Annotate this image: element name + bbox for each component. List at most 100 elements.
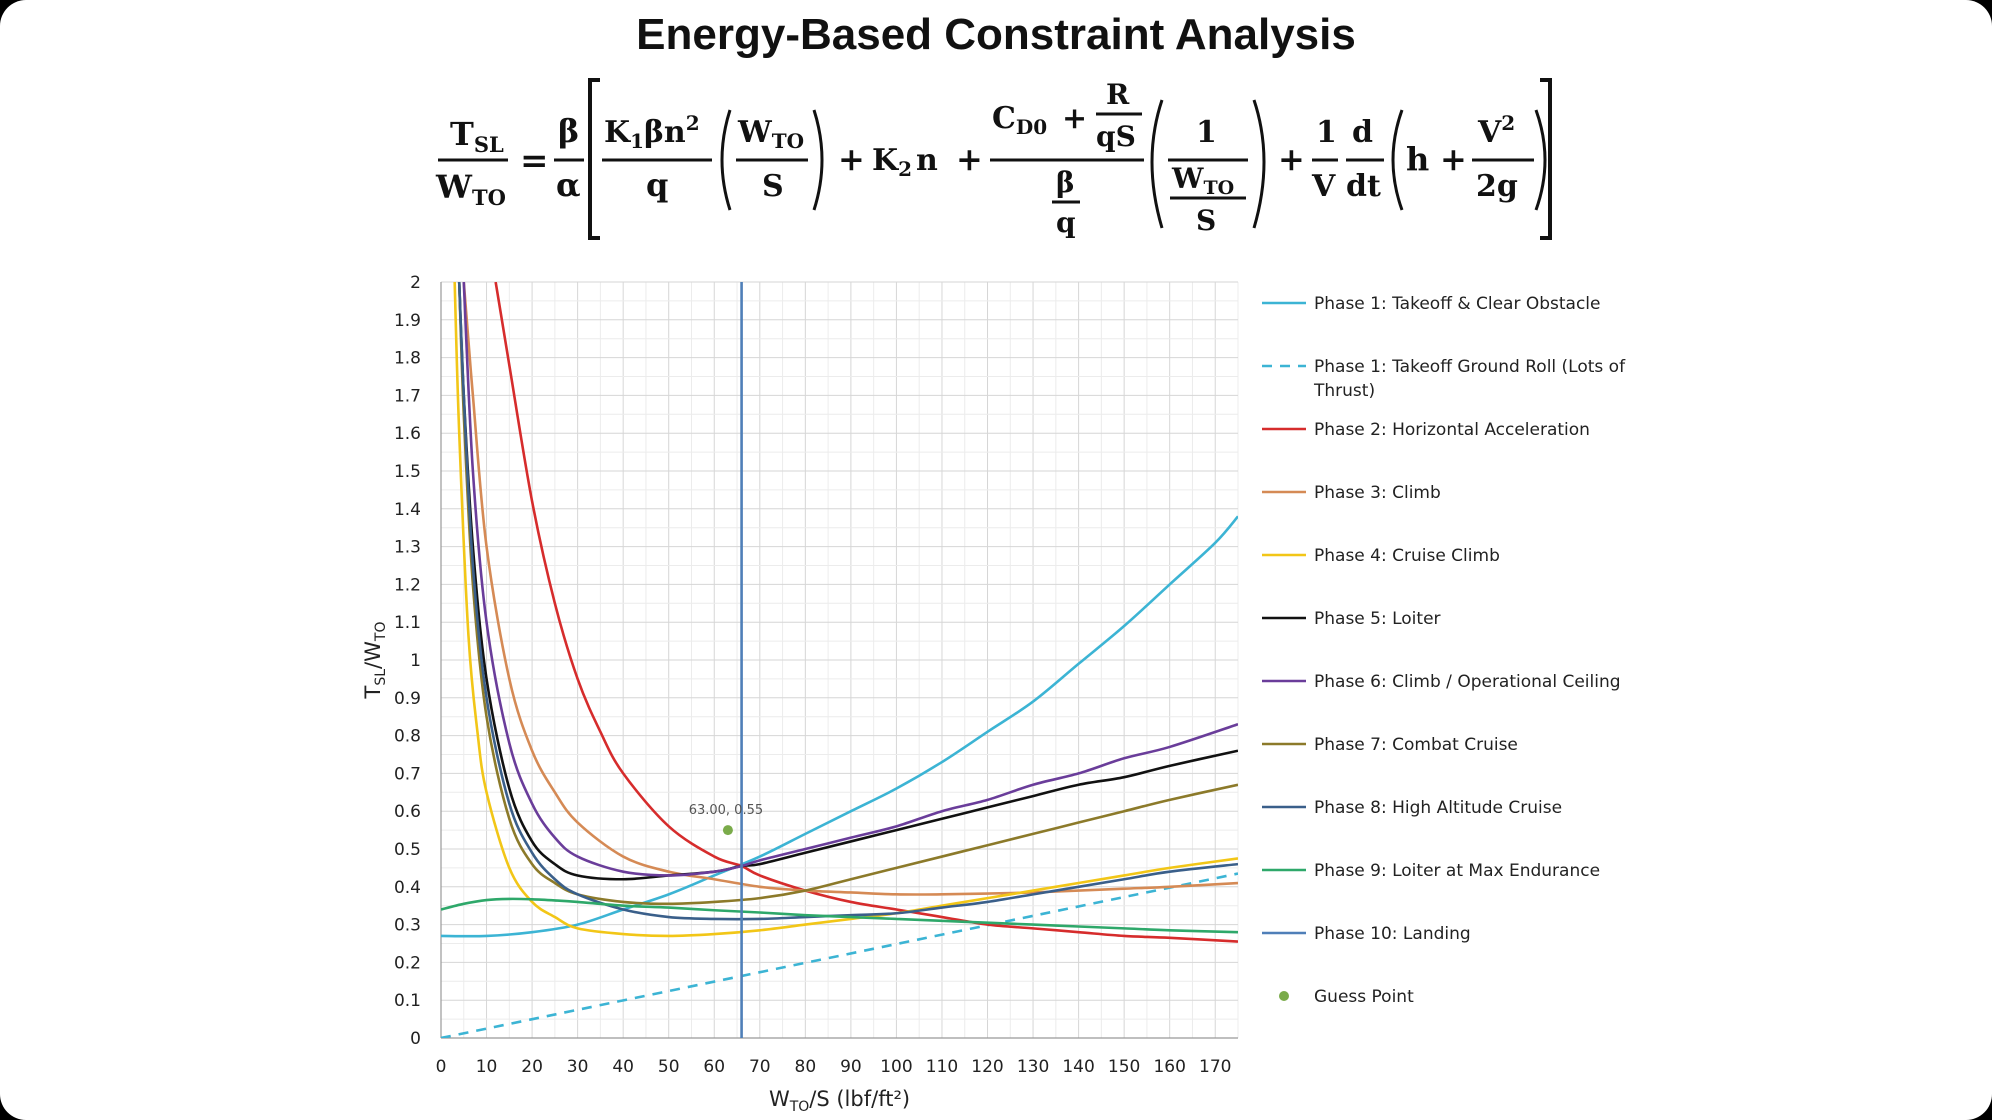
x-tick-label: 170 bbox=[1199, 1057, 1231, 1077]
eq-beta: β bbox=[558, 112, 579, 150]
y-tick-label: 0.3 bbox=[394, 916, 421, 936]
eq-paren-close-1 bbox=[812, 109, 824, 211]
eq-right-bracket bbox=[1540, 78, 1552, 240]
x-tick-label: 160 bbox=[1153, 1057, 1185, 1077]
legend-label-11: Phase 10: Landing bbox=[1314, 924, 1471, 944]
eq-paren-close-3 bbox=[1534, 109, 1547, 211]
x-tick-label: 40 bbox=[612, 1057, 634, 1077]
y-tick-label: 0.8 bbox=[394, 727, 421, 747]
eq-h: h bbox=[1406, 140, 1429, 178]
y-tick-label: 1 bbox=[410, 651, 421, 671]
x-tick-label: 110 bbox=[926, 1057, 958, 1077]
x-tick-label: 120 bbox=[971, 1057, 1003, 1077]
series-line-7 bbox=[462, 282, 1238, 877]
y-tick-label: 0 bbox=[410, 1029, 421, 1049]
series-line-6 bbox=[457, 282, 1238, 881]
x-tick-label: 50 bbox=[658, 1057, 680, 1077]
eq-1v-den: V bbox=[1311, 169, 1336, 204]
series-line-9 bbox=[457, 282, 1238, 921]
series-line-10 bbox=[441, 897, 1238, 934]
y-tick-label: 0.7 bbox=[394, 764, 421, 784]
guess-point-label: 63.00, 0.55 bbox=[689, 803, 763, 818]
eq-lhs-numerator: TSL bbox=[450, 115, 504, 157]
x-tick-label: 90 bbox=[840, 1057, 862, 1077]
y-tick-label: 1.9 bbox=[394, 311, 421, 331]
chart-grid bbox=[440, 281, 1239, 1039]
constraint-equation: TSL WTO = β α K1βn2 q WTO S + K2 n + CD0 … bbox=[435, 78, 1552, 240]
eq-plus-3: + bbox=[1278, 140, 1305, 178]
legend-label-10: Phase 9: Loiter at Max Endurance bbox=[1314, 861, 1600, 881]
chart-series: 63.00, 0.55 bbox=[441, 282, 1238, 1038]
eq-qs: qS bbox=[1096, 120, 1136, 153]
guess-point-marker bbox=[722, 825, 733, 836]
eq-bq-den: q bbox=[1056, 206, 1076, 239]
eq-v2: V2 bbox=[1477, 111, 1515, 150]
y-axis-label: TSL/WTO bbox=[361, 622, 389, 700]
legend-label-5: Phase 4: Cruise Climb bbox=[1314, 546, 1500, 566]
x-tick-label: 10 bbox=[476, 1057, 498, 1077]
x-tick-label: 100 bbox=[880, 1057, 912, 1077]
eq-ws-denominator: S bbox=[762, 169, 784, 204]
eq-1v-num: 1 bbox=[1316, 115, 1337, 150]
eq-lhs-denominator: WTO bbox=[435, 168, 506, 210]
eq-k2n: K2 n bbox=[872, 143, 938, 181]
eq-equals: = bbox=[520, 141, 549, 181]
eq-plus-4: + bbox=[1440, 140, 1467, 178]
legend-label-guess: Guess Point bbox=[1314, 987, 1414, 1007]
eq-bq-num: β bbox=[1056, 166, 1075, 199]
x-tick-label: 130 bbox=[1017, 1057, 1049, 1077]
eq-one: 1 bbox=[1196, 115, 1217, 150]
eq-ws2-numerator: WTO bbox=[1171, 162, 1234, 199]
chart-legend: Phase 1: Takeoff & Clear Obstacle Phase 1… bbox=[1262, 294, 1626, 1007]
legend-label-6: Phase 5: Loiter bbox=[1314, 609, 1441, 629]
eq-alpha: α bbox=[556, 166, 581, 204]
legend-label-8: Phase 7: Combat Cruise bbox=[1314, 735, 1518, 755]
y-tick-label: 1.5 bbox=[394, 462, 421, 482]
y-tick-label: 1.3 bbox=[394, 538, 421, 558]
eq-paren-open-1 bbox=[720, 109, 732, 211]
eq-paren-open-3 bbox=[1391, 109, 1404, 211]
x-tick-label: 20 bbox=[521, 1057, 543, 1077]
eq-paren-close-2 bbox=[1252, 99, 1266, 229]
slide-title: Energy-Based Constraint Analysis bbox=[636, 10, 1356, 59]
eq-plus-inner: + bbox=[1062, 101, 1087, 136]
legend-label-3: Phase 2: Horizontal Acceleration bbox=[1314, 420, 1590, 440]
eq-2g: 2g bbox=[1476, 169, 1518, 204]
y-tick-label: 1.2 bbox=[394, 575, 421, 595]
y-tick-label: 2 bbox=[410, 273, 421, 293]
x-axis-label: WTO/S (lbf/ft²) bbox=[769, 1087, 910, 1115]
eq-cd0: CD0 bbox=[992, 101, 1047, 139]
x-tick-label: 0 bbox=[436, 1057, 447, 1077]
y-tick-label: 0.6 bbox=[394, 802, 421, 822]
y-tick-label: 1.7 bbox=[394, 386, 421, 406]
series-line-8 bbox=[457, 282, 1238, 906]
chart-ticks: 0 10 20 30 40 50 60 70 80 90 100 110 120 130 140 150 160… bbox=[394, 273, 1232, 1077]
y-tick-label: 0.5 bbox=[394, 840, 421, 860]
y-tick-label: 0.2 bbox=[394, 953, 421, 973]
legend-label-1: Phase 1: Takeoff & Clear Obstacle bbox=[1314, 294, 1600, 314]
x-tick-label: 70 bbox=[749, 1057, 771, 1077]
series-line-3 bbox=[494, 282, 1238, 943]
eq-d: d bbox=[1352, 115, 1373, 150]
legend-swatch-guess bbox=[1279, 991, 1289, 1001]
legend-label-4: Phase 3: Climb bbox=[1314, 483, 1441, 503]
y-tick-label: 0.9 bbox=[394, 689, 421, 709]
eq-dt: dt bbox=[1346, 169, 1381, 204]
legend-label-9: Phase 8: High Altitude Cruise bbox=[1314, 798, 1562, 818]
y-tick-label: 1.8 bbox=[394, 349, 421, 369]
eq-ws2-denominator: S bbox=[1196, 204, 1216, 237]
eq-paren-open-2 bbox=[1150, 99, 1164, 229]
x-tick-label: 30 bbox=[567, 1057, 589, 1077]
series-line-2 bbox=[441, 872, 1238, 1038]
eq-ws-numerator: WTO bbox=[737, 115, 804, 153]
eq-plus-1: + bbox=[838, 140, 865, 178]
series-line-1 bbox=[441, 515, 1238, 938]
eq-r: R bbox=[1106, 78, 1130, 111]
x-tick-label: 80 bbox=[795, 1057, 817, 1077]
eq-plus-2: + bbox=[956, 140, 983, 178]
y-tick-label: 1.6 bbox=[394, 424, 421, 444]
y-tick-label: 1.1 bbox=[394, 613, 421, 633]
x-tick-label: 150 bbox=[1108, 1057, 1140, 1077]
